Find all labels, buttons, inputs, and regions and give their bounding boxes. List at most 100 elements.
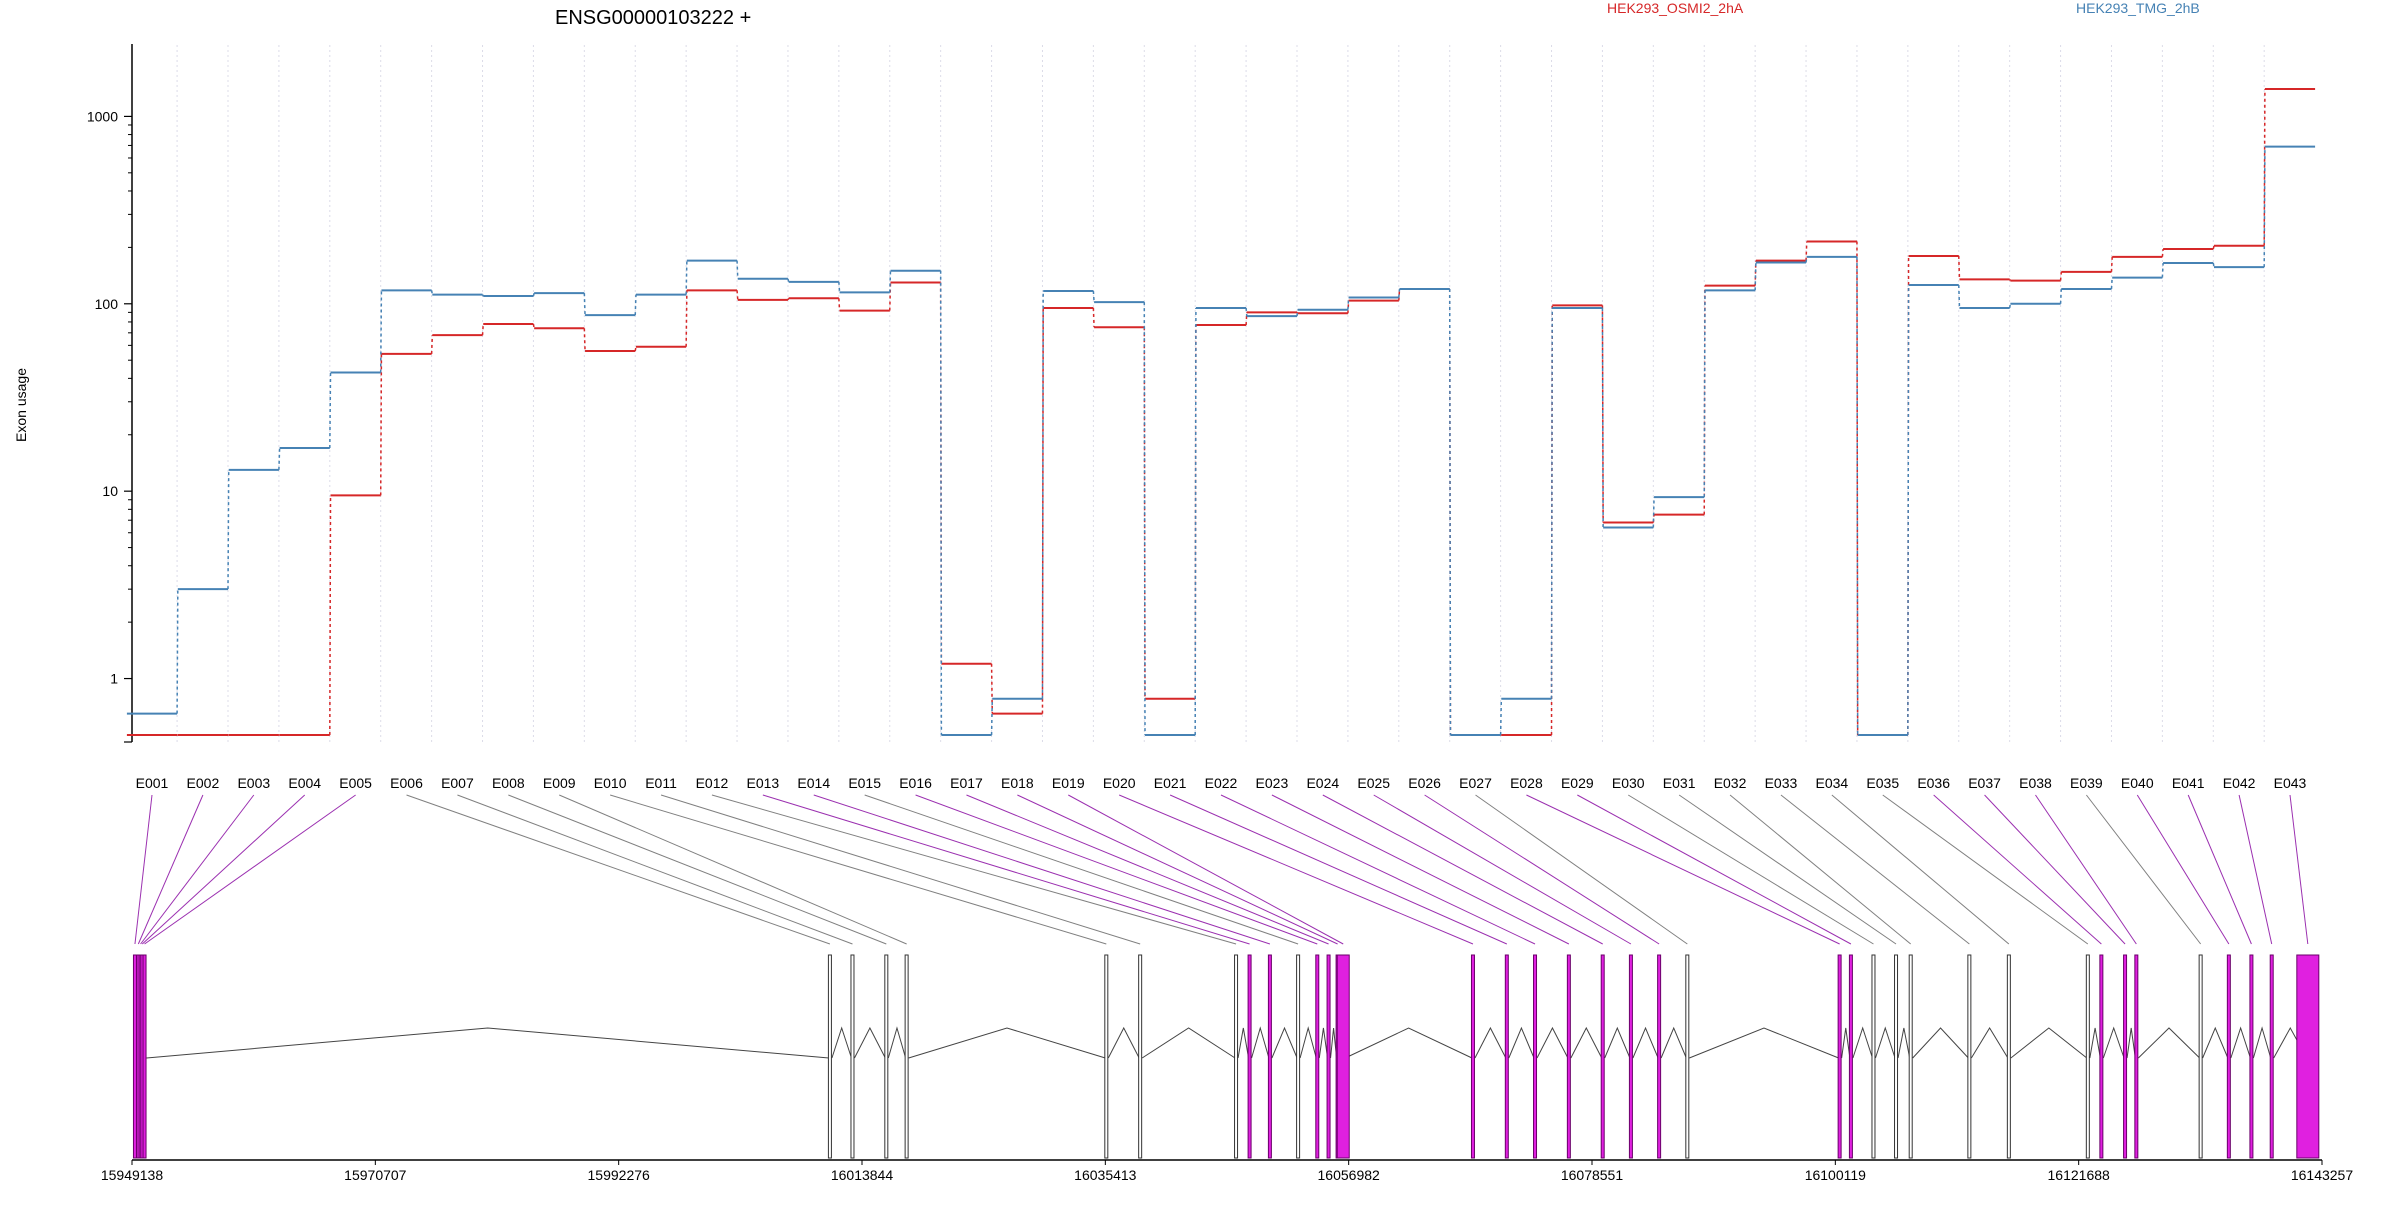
x-axis: E001 E002 E003 E004 E005 E006 E007 E008 E009 E010… <box>136 775 2307 791</box>
coordinate-label: 16056982 <box>1318 1167 1381 1183</box>
x-tick-label: E017 <box>950 775 983 791</box>
intron-line <box>1237 1027 1250 1059</box>
x-tick-label: E043 <box>2274 775 2307 791</box>
exon-connector <box>2136 794 2230 945</box>
exon-connector <box>1729 794 1912 945</box>
intron-line <box>1536 1026 1569 1059</box>
series-2-link <box>329 372 332 448</box>
series-1-link <box>838 298 841 311</box>
series-2-link <box>1448 288 1452 735</box>
exon-connector <box>1373 794 1632 945</box>
exon-connector <box>140 794 255 945</box>
series-2-link <box>1143 302 1146 735</box>
series-1-link <box>1601 305 1604 523</box>
series-2-link <box>1550 307 1553 699</box>
exon-connector <box>609 794 1107 945</box>
x-tick-label: E005 <box>339 775 372 791</box>
intron-line <box>1841 1027 1851 1059</box>
coordinate-label: 15970707 <box>344 1167 407 1183</box>
series-2-link <box>1703 290 1706 498</box>
x-tick-label: E001 <box>136 775 169 791</box>
x-tick-label: E029 <box>1561 775 1594 791</box>
exon-box <box>2269 954 2274 1159</box>
intron-line <box>887 1026 907 1059</box>
x-tick-label: E038 <box>2019 775 2052 791</box>
x-tick-label: E032 <box>1714 775 1747 791</box>
exon-box <box>2085 954 2090 1159</box>
coordinate-label: 16078551 <box>1561 1167 1624 1183</box>
series-1-link <box>2059 271 2063 281</box>
exon-connector <box>1068 794 1344 945</box>
exon-box <box>1104 954 1109 1159</box>
series-2-link <box>1296 309 1299 317</box>
intron-line <box>1912 1027 1969 1059</box>
exon-box <box>1504 954 1509 1159</box>
exon-connector <box>141 794 306 945</box>
intron-line <box>1474 1026 1507 1059</box>
x-tick-label: E042 <box>2223 775 2256 791</box>
exon-box <box>1326 954 1331 1159</box>
legend-series-1: HEK293_OSMI2_2hA <box>1607 0 1744 16</box>
series-2-link <box>1856 256 1859 735</box>
series-2-link <box>430 290 434 295</box>
x-tick-label: E012 <box>696 775 729 791</box>
exon-connectors <box>134 794 2309 945</box>
exon-connector <box>559 794 907 945</box>
exon-connector <box>1984 794 2126 945</box>
x-tick-label: E020 <box>1103 775 1136 791</box>
exon-connector <box>1526 794 1840 945</box>
exon-connector <box>2187 794 2252 945</box>
exon-box <box>1247 954 1252 1159</box>
coordinate-label: 16013844 <box>831 1167 894 1183</box>
intron-line <box>1141 1027 1236 1059</box>
exon-connector <box>1017 794 1338 945</box>
exon-connector <box>1475 794 1688 945</box>
exon-box <box>1336 954 1350 1159</box>
x-tick-label: E041 <box>2172 775 2205 791</box>
x-tick-label: E013 <box>747 775 780 791</box>
exon-connector <box>1118 794 1474 945</box>
series-2-link <box>939 270 943 735</box>
exon-box <box>1533 954 1538 1159</box>
x-tick-label: E002 <box>187 775 220 791</box>
exon-box <box>827 954 832 1159</box>
exon-box <box>1908 954 1913 1159</box>
series-1-link <box>532 323 535 329</box>
x-tick-label: E018 <box>1001 775 1034 791</box>
series-1-link <box>1041 307 1044 714</box>
intron-line <box>2089 1027 2101 1059</box>
series-1-link <box>1092 307 1095 328</box>
series-2-link <box>2161 263 2164 278</box>
y-axis: 1 10 100 1000 <box>87 108 132 743</box>
series-1-link <box>2110 256 2113 272</box>
series-1-link <box>1245 312 1248 326</box>
exon-box <box>1967 954 1972 1159</box>
series-2-link <box>1805 256 1808 263</box>
coordinate-label: 16035413 <box>1074 1167 1137 1183</box>
intron-line <box>854 1026 886 1059</box>
series-2-link <box>990 698 994 735</box>
intron-line <box>1318 1027 1329 1059</box>
x-tick-label: E037 <box>1968 775 2001 791</box>
intron-line <box>1271 1026 1298 1059</box>
exon-connector <box>711 794 1237 945</box>
series-2-link <box>1499 698 1503 735</box>
exon-connector <box>2035 794 2137 945</box>
exon-box <box>2226 954 2231 1159</box>
series-1-link <box>2009 278 2012 281</box>
exon-connector <box>864 794 1299 945</box>
exon-box <box>1894 954 1899 1159</box>
series-2-link <box>1092 290 1095 303</box>
exon-connector <box>762 794 1250 945</box>
intron-line <box>1107 1026 1140 1059</box>
series-2-link <box>379 290 383 373</box>
y-tick-label: 100 <box>95 296 119 312</box>
series-2-link <box>838 281 841 293</box>
x-tick-label: E010 <box>594 775 627 791</box>
series-2-link <box>1245 307 1248 317</box>
x-tick-label: E027 <box>1459 775 1492 791</box>
series-2-link <box>176 589 179 714</box>
exon-box <box>1628 954 1633 1159</box>
series-1-link <box>990 663 994 714</box>
